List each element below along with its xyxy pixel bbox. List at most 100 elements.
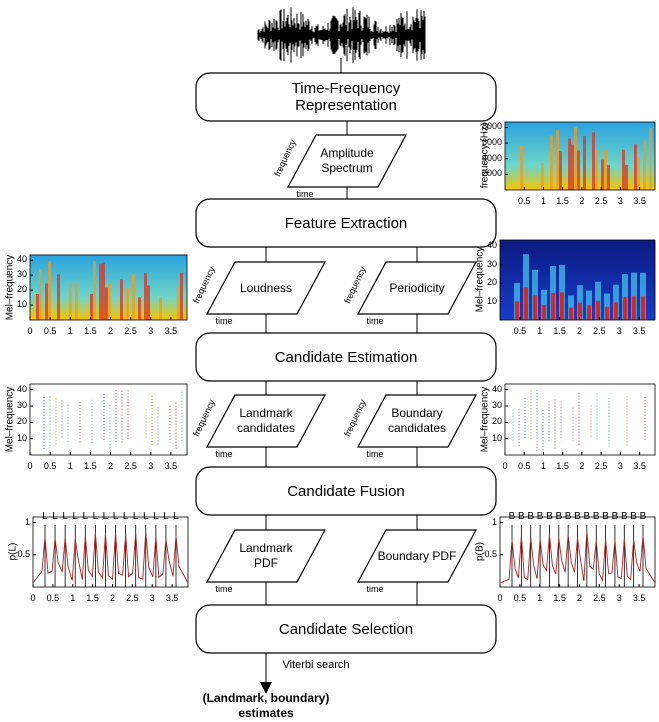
x-tick-label: 0 [30,593,36,603]
x-tick-label: 1 [67,326,73,336]
y-tick-label: 40 [16,254,27,265]
y-tick-label: 4000 [481,152,502,163]
spectrogram-energy [132,274,135,320]
axis-label: time [366,316,384,326]
marker-label: B [508,511,516,522]
spectrogram-energy [45,283,48,320]
result-label: estimates [238,705,294,720]
y-axis-label: frequency (Hz) [479,122,491,189]
y-tick-label: 2000 [481,168,502,179]
pdf-curve [499,531,656,584]
feature-label: Landmark candidates [236,406,296,435]
x-tick-label: 3.5 [164,326,178,336]
data-parallelogram [356,529,478,583]
spectrogram-energy [601,159,604,190]
y-axis-label: Mel–frequency [474,246,486,313]
x-tick-label: 3.5 [164,461,178,471]
x-tick-label: 0 [27,326,33,336]
spectrogram-energy [577,150,580,190]
x-tick-label: 2 [576,593,582,603]
x-tick-label: 1 [67,461,73,471]
y-tick-label: 40 [16,383,27,394]
spectrogram-energy [57,274,60,320]
x-tick-label: 2 [576,326,582,336]
periodicity-core [542,304,546,320]
spectrogram-energy [604,149,607,190]
process-box [195,198,497,248]
periodicity-core [551,293,555,320]
spectrogram-energy [75,282,78,320]
process-box [195,332,497,382]
y-tick-label: 20 [491,416,502,427]
periodicity-column [604,293,610,320]
spectrogram-energy [556,130,559,190]
spectrogram-energy [120,279,123,320]
y-tick-label: 40 [486,240,497,251]
feature-label: Amplitude Spectrum [320,146,374,175]
x-tick-label: 2.5 [594,461,608,471]
stage-label: Time-Frequency Representation [291,80,401,114]
axis-label: time [366,584,384,594]
marker-label: B [527,511,535,522]
plot-frame [29,383,188,456]
x-tick-label: 3 [617,196,623,206]
spectrogram-energy [105,287,108,320]
x-tick-label: 3 [148,461,154,471]
pdf-curve [32,531,189,584]
marker-label: L [122,511,129,522]
stage-label: Feature Extraction [284,214,408,232]
plot-frame [504,121,656,191]
spectrogram-energy [102,262,105,320]
x-tick-label: 1 [540,461,546,471]
x-tick-label: 3.5 [633,196,646,206]
marker-label: B [574,511,581,522]
marker-label: L [82,511,89,522]
data-parallelogram [286,134,408,188]
plot [29,254,188,321]
x-tick-label: 2.5 [126,593,139,603]
axis-label: time [215,584,233,594]
marker-label: L [112,511,119,522]
y-tick-label: 0.5 [17,548,30,559]
spectrogram-energy [69,284,72,320]
spectrogram-energy [649,127,652,190]
spectrogram-energy [625,164,628,190]
y-axis-label: Mel–frequency [4,254,16,320]
x-tick-label: 0.5 [43,461,57,471]
spectrogram-energy [643,140,646,190]
feature-label: Boundary candidates [387,406,447,435]
y-tick-label: 40 [491,383,502,394]
x-tick-label: 2 [107,326,113,336]
spectrogram-energy [574,127,577,190]
x-tick-label: 3 [149,593,155,603]
spectrogram-energy [159,297,162,320]
feature-label: Periodicity [389,280,445,295]
periodicity-core [605,306,609,320]
marker-label: B [639,511,647,522]
x-tick-label: 1.5 [553,593,566,603]
marker-label: B [620,511,628,522]
stage-label: Candidate Selection [278,620,414,638]
y-tick-label: 6000 [481,137,502,148]
data-parallelogram [205,261,327,315]
process-box [195,604,497,654]
x-tick-label: 1.5 [86,593,99,603]
plot-frame [504,383,656,456]
x-tick-label: 1.5 [84,326,97,336]
x-tick-label: 2.5 [124,461,137,471]
y-tick-label: 10 [491,432,502,443]
feature-label: Loudness [239,280,293,295]
marker-label: B [555,511,563,522]
y-tick-label: 30 [16,400,27,410]
x-tick-label: 3.5 [632,593,646,603]
spectrogram-energy [126,287,129,320]
x-tick-label: 1 [537,593,543,603]
y-tick-label: 20 [486,277,497,288]
x-tick-label: 3 [617,461,623,471]
spectrogram-energy [36,293,39,320]
periodicity-core [614,302,618,320]
x-tick-label: 1 [70,593,76,603]
marker-label: L [132,511,139,522]
